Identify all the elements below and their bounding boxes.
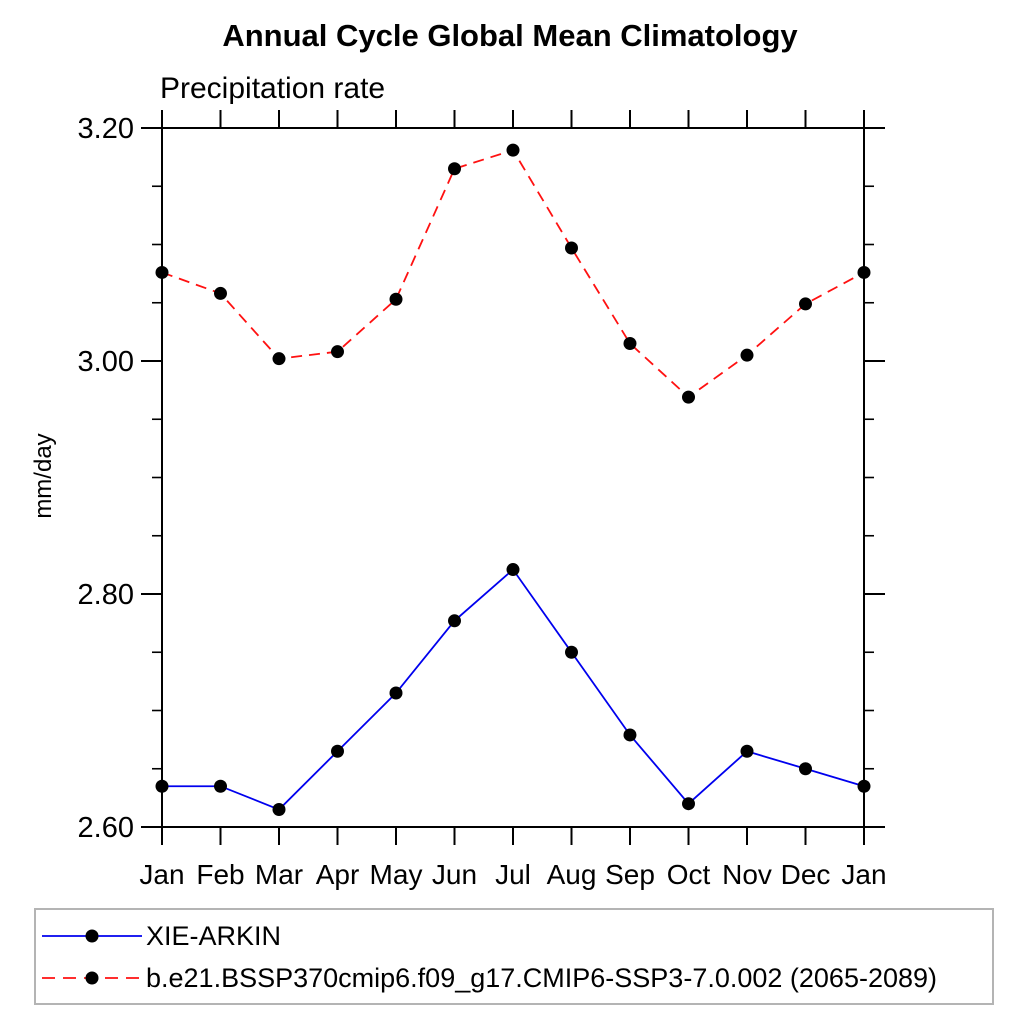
plot-frame xyxy=(161,127,865,828)
data-point-marker xyxy=(331,345,344,359)
legend: XIE-ARKIN b.e21.BSSP370cmip6.f09_g17.CMI… xyxy=(34,908,994,1005)
y-tick-label: 2.80 xyxy=(78,579,134,611)
x-tick-label: Jan xyxy=(139,859,184,890)
data-point-marker xyxy=(506,563,520,577)
chart-title: Annual Cycle Global Mean Climatology xyxy=(222,18,798,53)
series-line-0 xyxy=(162,568,865,811)
data-point-marker xyxy=(799,762,812,776)
data-point-marker xyxy=(799,297,812,311)
data-point-marker xyxy=(389,686,403,700)
data-point-marker xyxy=(214,779,227,793)
y-tick-label: 2.60 xyxy=(78,812,134,844)
x-tick-label: Feb xyxy=(196,859,244,890)
data-point-marker xyxy=(448,162,461,176)
x-tick-label: Aug xyxy=(547,859,597,890)
data-point-marker xyxy=(623,728,637,742)
x-tick-label: Jun xyxy=(432,859,477,890)
data-point-marker xyxy=(448,614,461,628)
data-point-marker xyxy=(389,292,403,306)
data-point-marker xyxy=(272,352,286,366)
data-point-marker xyxy=(214,286,227,300)
data-point-marker xyxy=(682,797,695,811)
data-point-marker xyxy=(155,779,169,793)
legend-row-xie-arkin: XIE-ARKIN xyxy=(40,915,992,957)
legend-label: XIE-ARKIN xyxy=(146,920,282,951)
x-tick-label: Dec xyxy=(781,859,831,890)
data-point-marker xyxy=(623,337,637,351)
data-point-marker xyxy=(272,803,286,817)
legend-label: b.e21.BSSP370cmip6.f09_g17.CMIP6-SSP3-7.… xyxy=(146,962,938,993)
x-tick-label: Mar xyxy=(255,859,303,890)
y-tick-label: 3.20 xyxy=(78,113,134,145)
chart-subtitle: Precipitation rate xyxy=(160,72,386,105)
x-tick-label: Apr xyxy=(316,859,360,890)
data-point-marker xyxy=(682,390,695,404)
x-tick-label: Nov xyxy=(722,859,772,890)
series-line-1 xyxy=(161,149,865,399)
data-point-marker xyxy=(331,744,344,758)
legend-marker-dot-icon xyxy=(85,971,99,985)
y-tick-label: 3.00 xyxy=(78,346,134,378)
data-point-marker xyxy=(857,265,871,279)
legend-line-sample-solid xyxy=(42,929,142,943)
data-point-marker xyxy=(506,143,520,157)
legend-row-model: b.e21.BSSP370cmip6.f09_g17.CMIP6-SSP3-7.… xyxy=(40,957,992,999)
data-point-marker xyxy=(857,779,871,793)
x-tick-label: Jul xyxy=(495,859,531,890)
legend-marker-dot-icon xyxy=(85,929,99,943)
data-point-marker xyxy=(565,645,578,659)
data-point-marker xyxy=(155,265,169,279)
x-tick-label: Sep xyxy=(605,859,655,890)
legend-line-sample-dashed xyxy=(42,971,142,985)
data-point-marker xyxy=(740,744,754,758)
data-point-marker xyxy=(740,348,754,362)
data-point-marker xyxy=(565,241,578,255)
x-tick-label: Jan xyxy=(841,859,886,890)
x-tick-label: May xyxy=(370,859,423,890)
x-tick-label: Oct xyxy=(667,859,711,890)
